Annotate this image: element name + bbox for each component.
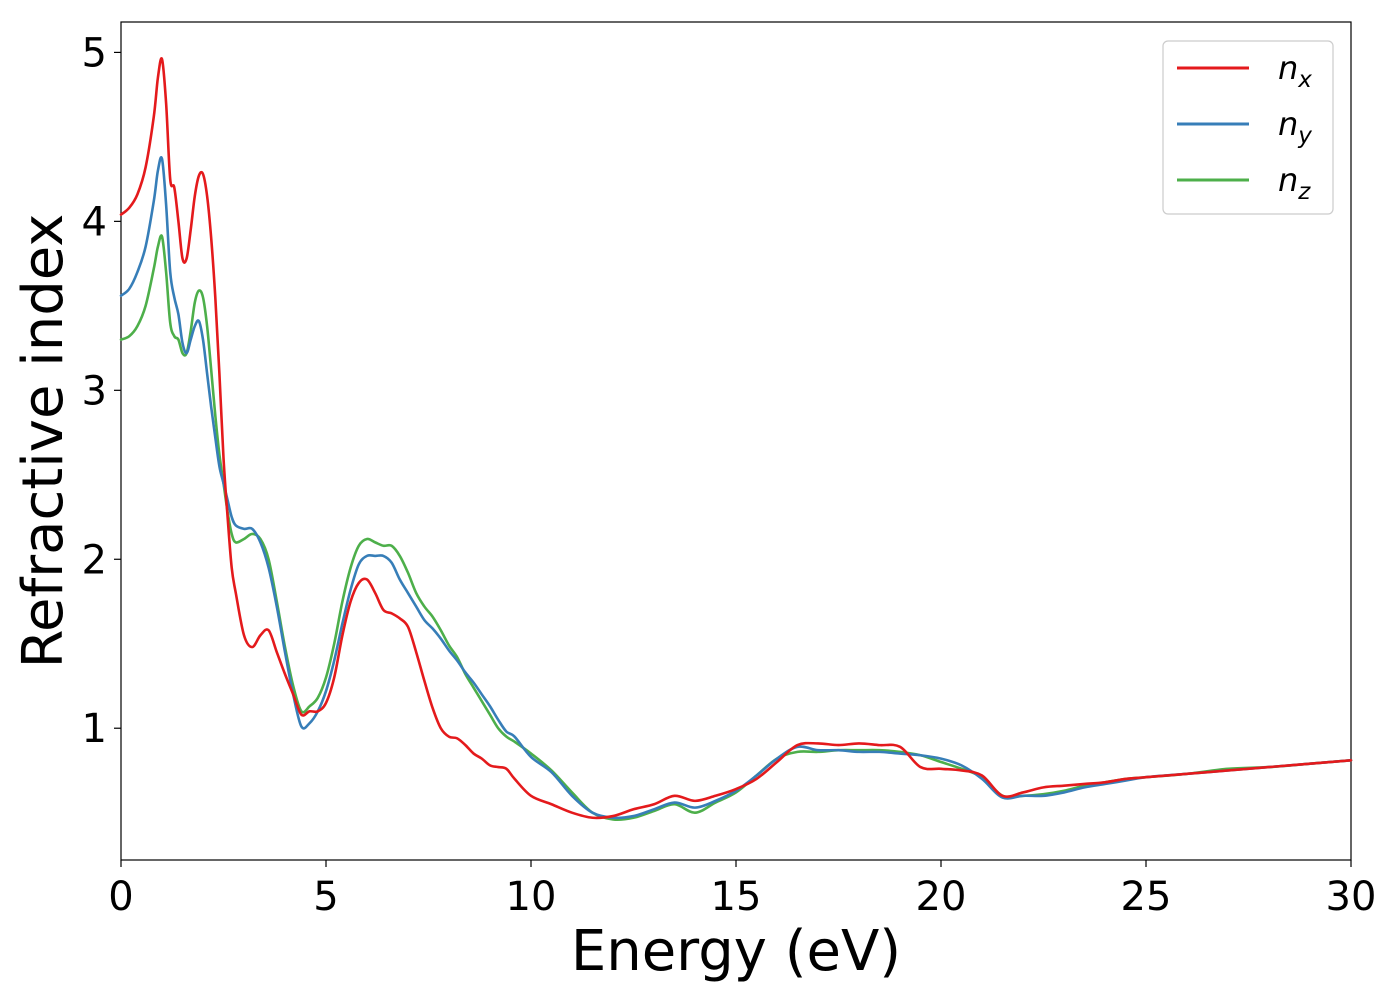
plot-area: [119, 21, 1353, 861]
y-tick-label: 1: [82, 706, 107, 752]
x-tick-label: 15: [711, 874, 762, 920]
x-tick-label: 10: [506, 874, 557, 920]
legend: nx ny nz: [1162, 40, 1334, 215]
x-tick-label: 30: [1326, 874, 1377, 920]
y-tick-label: 3: [82, 368, 107, 414]
legend-box: [1162, 40, 1334, 215]
legend-label-nx: nx: [1278, 49, 1312, 93]
series-line-nx: [119, 57, 1353, 820]
plot-frame: [120, 21, 1352, 861]
x-tick-label: 0: [108, 874, 133, 920]
y-axis: 1 2 3 4 5: [82, 30, 121, 752]
x-tick-label: 25: [1121, 874, 1172, 920]
y-axis-title: Refractive index: [11, 214, 76, 669]
series-layer: [119, 57, 1353, 822]
x-tick-label: 20: [916, 874, 967, 920]
x-axis: 0 5 10 15 20 25 30: [108, 860, 1376, 920]
legend-label-ny: ny: [1278, 105, 1312, 149]
y-tick-label: 2: [82, 537, 107, 583]
y-tick-label: 4: [82, 199, 107, 245]
legend-label-nz: nz: [1278, 161, 1311, 205]
x-axis-title: Energy (eV): [571, 919, 901, 984]
series-line-ny: [119, 156, 1353, 820]
y-tick-label: 5: [82, 30, 107, 76]
x-tick-label: 5: [313, 874, 338, 920]
